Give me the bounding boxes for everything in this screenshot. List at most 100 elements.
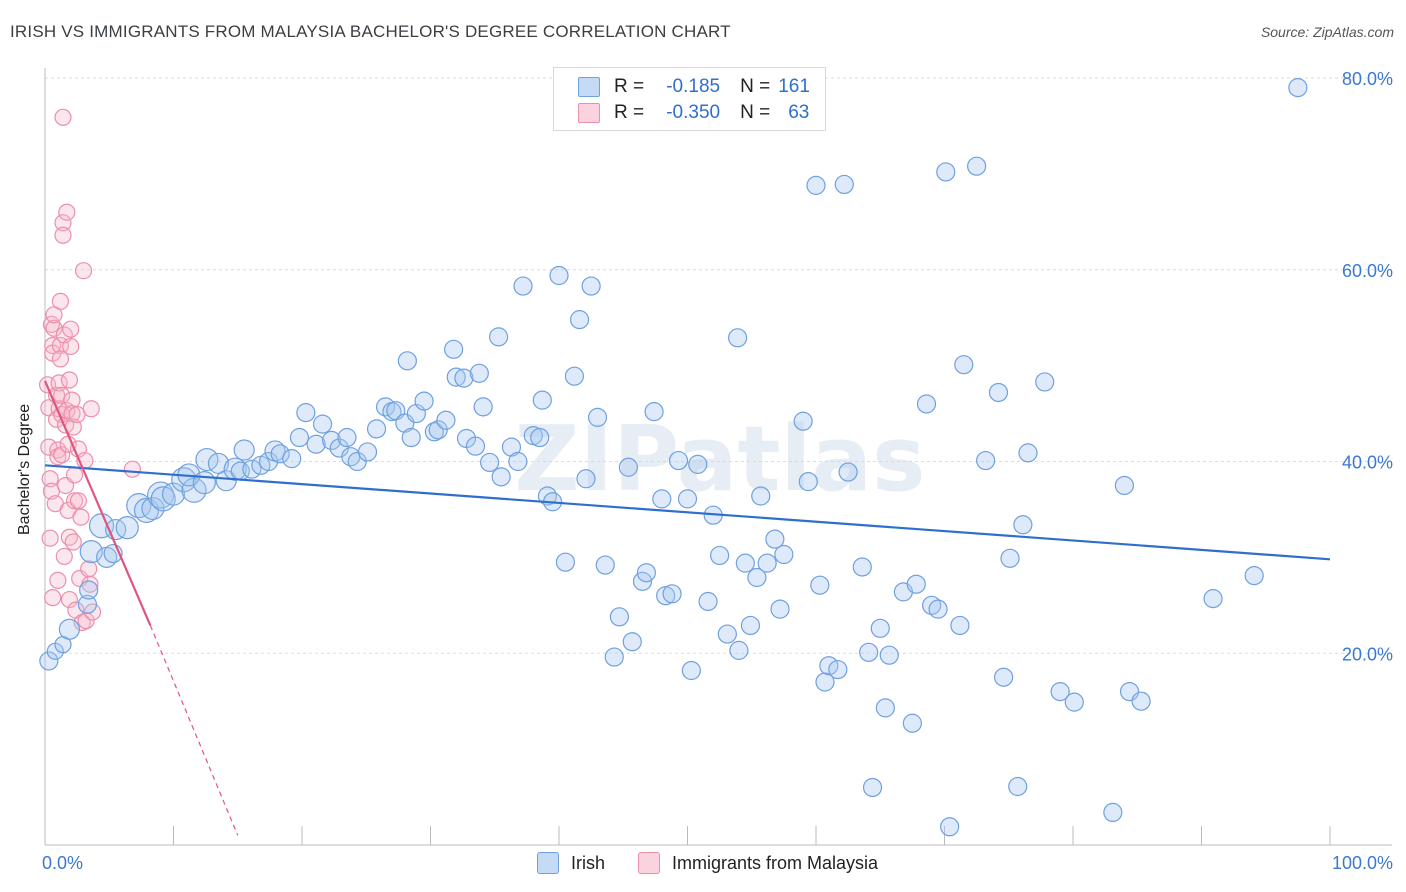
point-irish — [115, 516, 139, 540]
point-irish — [397, 351, 417, 371]
point-irish — [1131, 691, 1151, 711]
point-irish — [810, 575, 830, 595]
point-irish — [258, 451, 279, 472]
tick-labels: 20.0% 40.0% 60.0% 80.0% 0.0% 100.0% — [42, 69, 1393, 873]
point-irish — [710, 545, 730, 566]
legend-item-malaysia[interactable]: Immigrants from Malaysia — [638, 852, 878, 874]
point-irish — [740, 615, 761, 636]
legend-swatch-malaysia — [578, 103, 600, 123]
y-tick-label: 60.0% — [1342, 261, 1393, 281]
legend-swatch-irish — [578, 77, 600, 97]
point-irish — [513, 276, 533, 296]
point-malaysia — [41, 470, 59, 488]
point-malaysia — [82, 400, 100, 418]
point-irish — [916, 394, 937, 414]
point-irish — [875, 698, 895, 718]
y-axis-label: Bachelor's Degree — [16, 403, 33, 535]
point-irish — [906, 574, 926, 594]
point-irish — [537, 486, 558, 506]
point-irish — [195, 447, 219, 472]
point-irish — [618, 457, 638, 477]
point-irish — [1008, 776, 1028, 797]
legend-n-value: 161 — [778, 76, 810, 97]
point-irish — [644, 402, 664, 422]
point-irish — [950, 615, 970, 636]
point-irish — [469, 363, 489, 383]
point-malaysia — [45, 306, 63, 324]
series-legend: Irish Immigrants from Malaysia — [0, 852, 1406, 878]
trend-line-malaysia-extrapolated — [149, 625, 239, 836]
point-irish — [936, 162, 956, 182]
point-irish — [489, 327, 509, 347]
point-irish — [357, 442, 378, 462]
point-malaysia — [65, 466, 84, 484]
point-irish — [436, 410, 456, 430]
point-irish — [604, 647, 624, 667]
point-irish — [1000, 548, 1020, 568]
point-irish — [289, 427, 310, 448]
point-irish — [549, 265, 569, 286]
point-irish — [698, 591, 718, 612]
point-irish — [233, 439, 255, 461]
point-irish — [668, 450, 689, 471]
point-irish — [879, 645, 899, 665]
legend-r-value: -0.350 — [666, 102, 721, 123]
point-irish — [564, 366, 585, 386]
point-malaysia — [51, 350, 70, 368]
point-irish — [296, 403, 316, 423]
point-irish — [1103, 802, 1123, 823]
point-irish — [77, 594, 98, 614]
point-irish — [1203, 589, 1223, 609]
point-irish — [622, 632, 642, 652]
legend-row-irish: R = -0.185 N = 161 — [578, 74, 810, 100]
point-irish — [480, 452, 500, 473]
point-irish — [636, 563, 656, 583]
legend-r-label: R = — [614, 102, 645, 123]
point-irish — [728, 328, 748, 348]
point-irish — [838, 462, 858, 482]
point-irish — [852, 557, 872, 577]
watermark: ZIPatlas — [514, 407, 925, 512]
point-irish — [508, 451, 528, 472]
point-irish — [1288, 77, 1308, 98]
trend-line-malaysia — [43, 380, 152, 626]
point-malaysia — [60, 590, 79, 609]
point-irish — [501, 437, 522, 457]
chart-title: IRISH VS IMMIGRANTS FROM MALAYSIA BACHEL… — [10, 22, 731, 41]
point-irish — [994, 667, 1014, 687]
point-irish — [39, 651, 59, 671]
point-irish — [347, 451, 367, 472]
grid-lines — [45, 77, 1392, 654]
point-irish — [576, 469, 596, 489]
point-irish — [806, 175, 826, 195]
point-irish — [1114, 475, 1135, 496]
point-irish — [141, 496, 165, 521]
point-irish — [270, 444, 290, 464]
point-irish — [595, 555, 615, 575]
point-malaysia — [62, 320, 80, 338]
x-tick-label: 0.0% — [42, 853, 83, 873]
point-irish — [681, 660, 701, 681]
legend-swatch-malaysia — [638, 852, 660, 874]
legend-r-label: R = — [614, 76, 645, 97]
series-malaysia-points — [38, 108, 141, 632]
point-malaysia — [74, 262, 93, 280]
x-tick-label: 100.0% — [1332, 853, 1393, 873]
axes — [44, 68, 1392, 846]
point-malaysia — [60, 371, 79, 389]
point-irish — [555, 552, 576, 572]
point-malaysia — [62, 337, 80, 356]
point-irish — [1035, 372, 1055, 392]
point-malaysia — [72, 508, 90, 526]
point-irish — [609, 607, 629, 627]
point-irish — [532, 390, 552, 410]
point-irish — [1013, 515, 1033, 535]
point-irish — [688, 454, 708, 474]
point-malaysia — [64, 533, 82, 551]
point-irish — [717, 624, 737, 644]
point-irish — [1018, 443, 1038, 463]
point-irish — [976, 450, 996, 471]
legend-item-irish[interactable]: Irish — [537, 852, 605, 874]
point-malaysia — [45, 319, 63, 337]
